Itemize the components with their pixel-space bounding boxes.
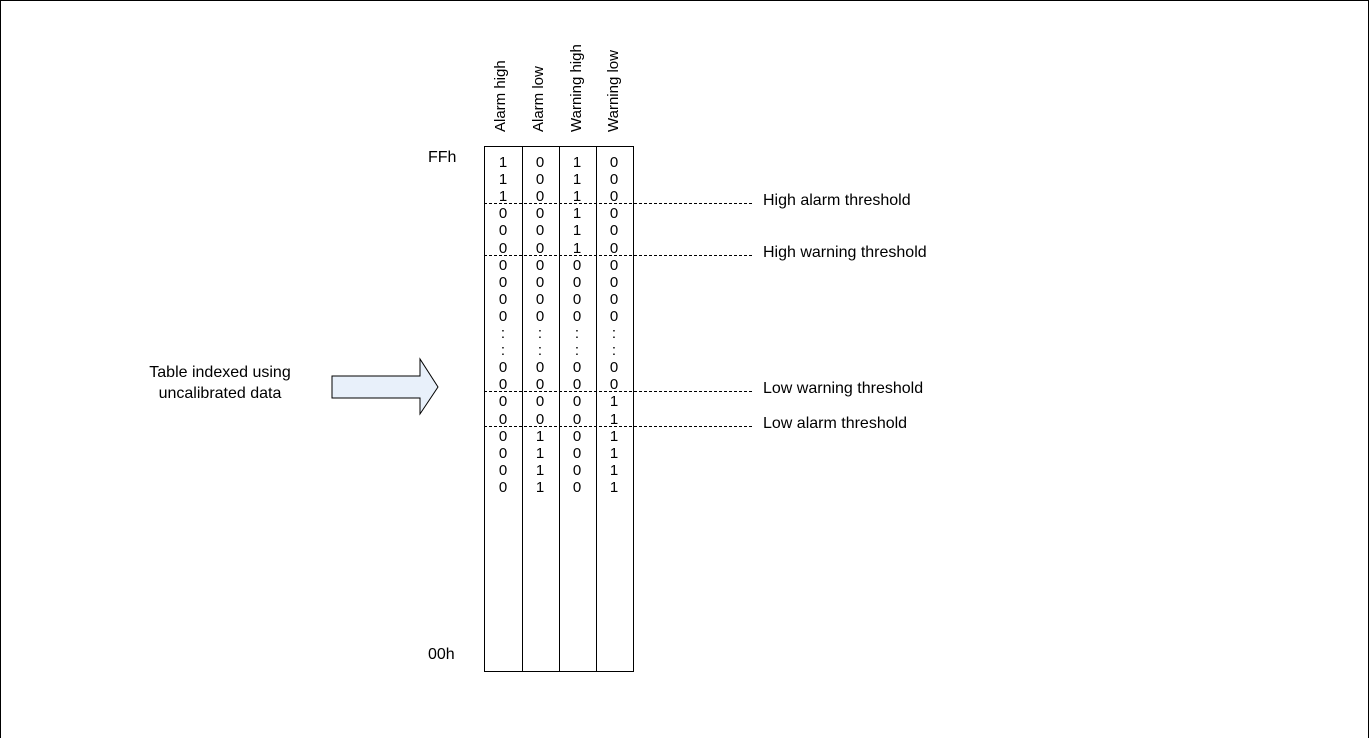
table-cell: 1 xyxy=(493,171,513,188)
table-cell: 0 xyxy=(567,445,587,462)
table-cell: 0 xyxy=(567,308,587,325)
table-cell: 0 xyxy=(530,222,550,239)
table-cell: 0 xyxy=(493,479,513,496)
index-label-line-2: uncalibrated data xyxy=(100,383,340,404)
table-cell: 0 xyxy=(530,274,550,291)
table-cell: 0 xyxy=(530,393,550,410)
table-cell: : xyxy=(530,342,550,359)
table-cell: 1 xyxy=(604,445,624,462)
table-cell: 0 xyxy=(530,308,550,325)
table-cell: 1 xyxy=(530,445,550,462)
table-cell: 1 xyxy=(604,428,624,445)
threshold-label: Low warning threshold xyxy=(763,380,923,398)
header-warning-low: Warning low xyxy=(605,50,622,132)
table-cell: 0 xyxy=(604,308,624,325)
table-cell: 0 xyxy=(493,308,513,325)
index-label-line-1: Table indexed using xyxy=(100,362,340,383)
table-cell: : xyxy=(604,342,624,359)
table-cell: 0 xyxy=(604,257,624,274)
table-cell: 1 xyxy=(567,171,587,188)
table-cell: 1 xyxy=(567,205,587,222)
header-alarm-low: Alarm low xyxy=(530,66,547,132)
table-cell: 0 xyxy=(567,462,587,479)
threshold-label: High alarm threshold xyxy=(763,192,911,210)
table-cell: 0 xyxy=(493,428,513,445)
table-cell: 0 xyxy=(567,479,587,496)
table-cell: 0 xyxy=(530,291,550,308)
table-cell: 0 xyxy=(567,257,587,274)
threshold-line xyxy=(484,203,752,204)
table-cell: 1 xyxy=(604,462,624,479)
table-cell: 0 xyxy=(604,359,624,376)
table-cell: 0 xyxy=(530,257,550,274)
table-cell: 0 xyxy=(604,222,624,239)
table-cell: : xyxy=(530,325,550,342)
table-cell: 0 xyxy=(567,428,587,445)
table-cell: 1 xyxy=(530,479,550,496)
table-cell: 0 xyxy=(567,359,587,376)
table-cell: 0 xyxy=(493,445,513,462)
column-divider xyxy=(596,147,597,671)
table-cell: 0 xyxy=(493,222,513,239)
threshold-line xyxy=(484,391,752,392)
table-cell: 0 xyxy=(567,291,587,308)
threshold-label: High warning threshold xyxy=(763,244,927,262)
table-index-label: Table indexed using uncalibrated data xyxy=(100,362,340,404)
table-cell: : xyxy=(567,342,587,359)
table-cell: 1 xyxy=(530,428,550,445)
table-cell: : xyxy=(493,342,513,359)
address-top-label: FFh xyxy=(428,149,456,167)
table-cell: 0 xyxy=(530,359,550,376)
table-cell: 0 xyxy=(493,291,513,308)
table-cell: 1 xyxy=(567,154,587,171)
table-cell: 0 xyxy=(567,393,587,410)
table-cell: 0 xyxy=(493,393,513,410)
table-cell: 1 xyxy=(604,393,624,410)
table-cell: 0 xyxy=(567,274,587,291)
table-cell: 0 xyxy=(604,291,624,308)
header-warning-high: Warning high xyxy=(568,44,585,132)
column-divider xyxy=(559,147,560,671)
table-cell: 0 xyxy=(530,171,550,188)
table-cell: 0 xyxy=(493,359,513,376)
index-arrow-icon xyxy=(330,356,442,418)
threshold-label: Low alarm threshold xyxy=(763,415,907,433)
table-cell: 0 xyxy=(530,154,550,171)
table-cell: 1 xyxy=(604,479,624,496)
table-cell: : xyxy=(493,325,513,342)
column-divider xyxy=(522,147,523,671)
table-cell: 0 xyxy=(493,257,513,274)
table-cell: 0 xyxy=(493,205,513,222)
table-cell: 1 xyxy=(567,222,587,239)
table-cell: 1 xyxy=(493,154,513,171)
table-cell: 0 xyxy=(604,274,624,291)
table-cell: 0 xyxy=(493,274,513,291)
threshold-line xyxy=(484,255,752,256)
header-alarm-high: Alarm high xyxy=(492,60,509,132)
table-cell: 1 xyxy=(530,462,550,479)
table-cell: 0 xyxy=(604,154,624,171)
table-cell: 0 xyxy=(530,205,550,222)
table-cell: 0 xyxy=(604,171,624,188)
address-bottom-label: 00h xyxy=(428,646,455,664)
threshold-line xyxy=(484,426,752,427)
table-cell: 0 xyxy=(604,205,624,222)
table-cell: : xyxy=(604,325,624,342)
table-cell: : xyxy=(567,325,587,342)
table-cell: 0 xyxy=(493,462,513,479)
